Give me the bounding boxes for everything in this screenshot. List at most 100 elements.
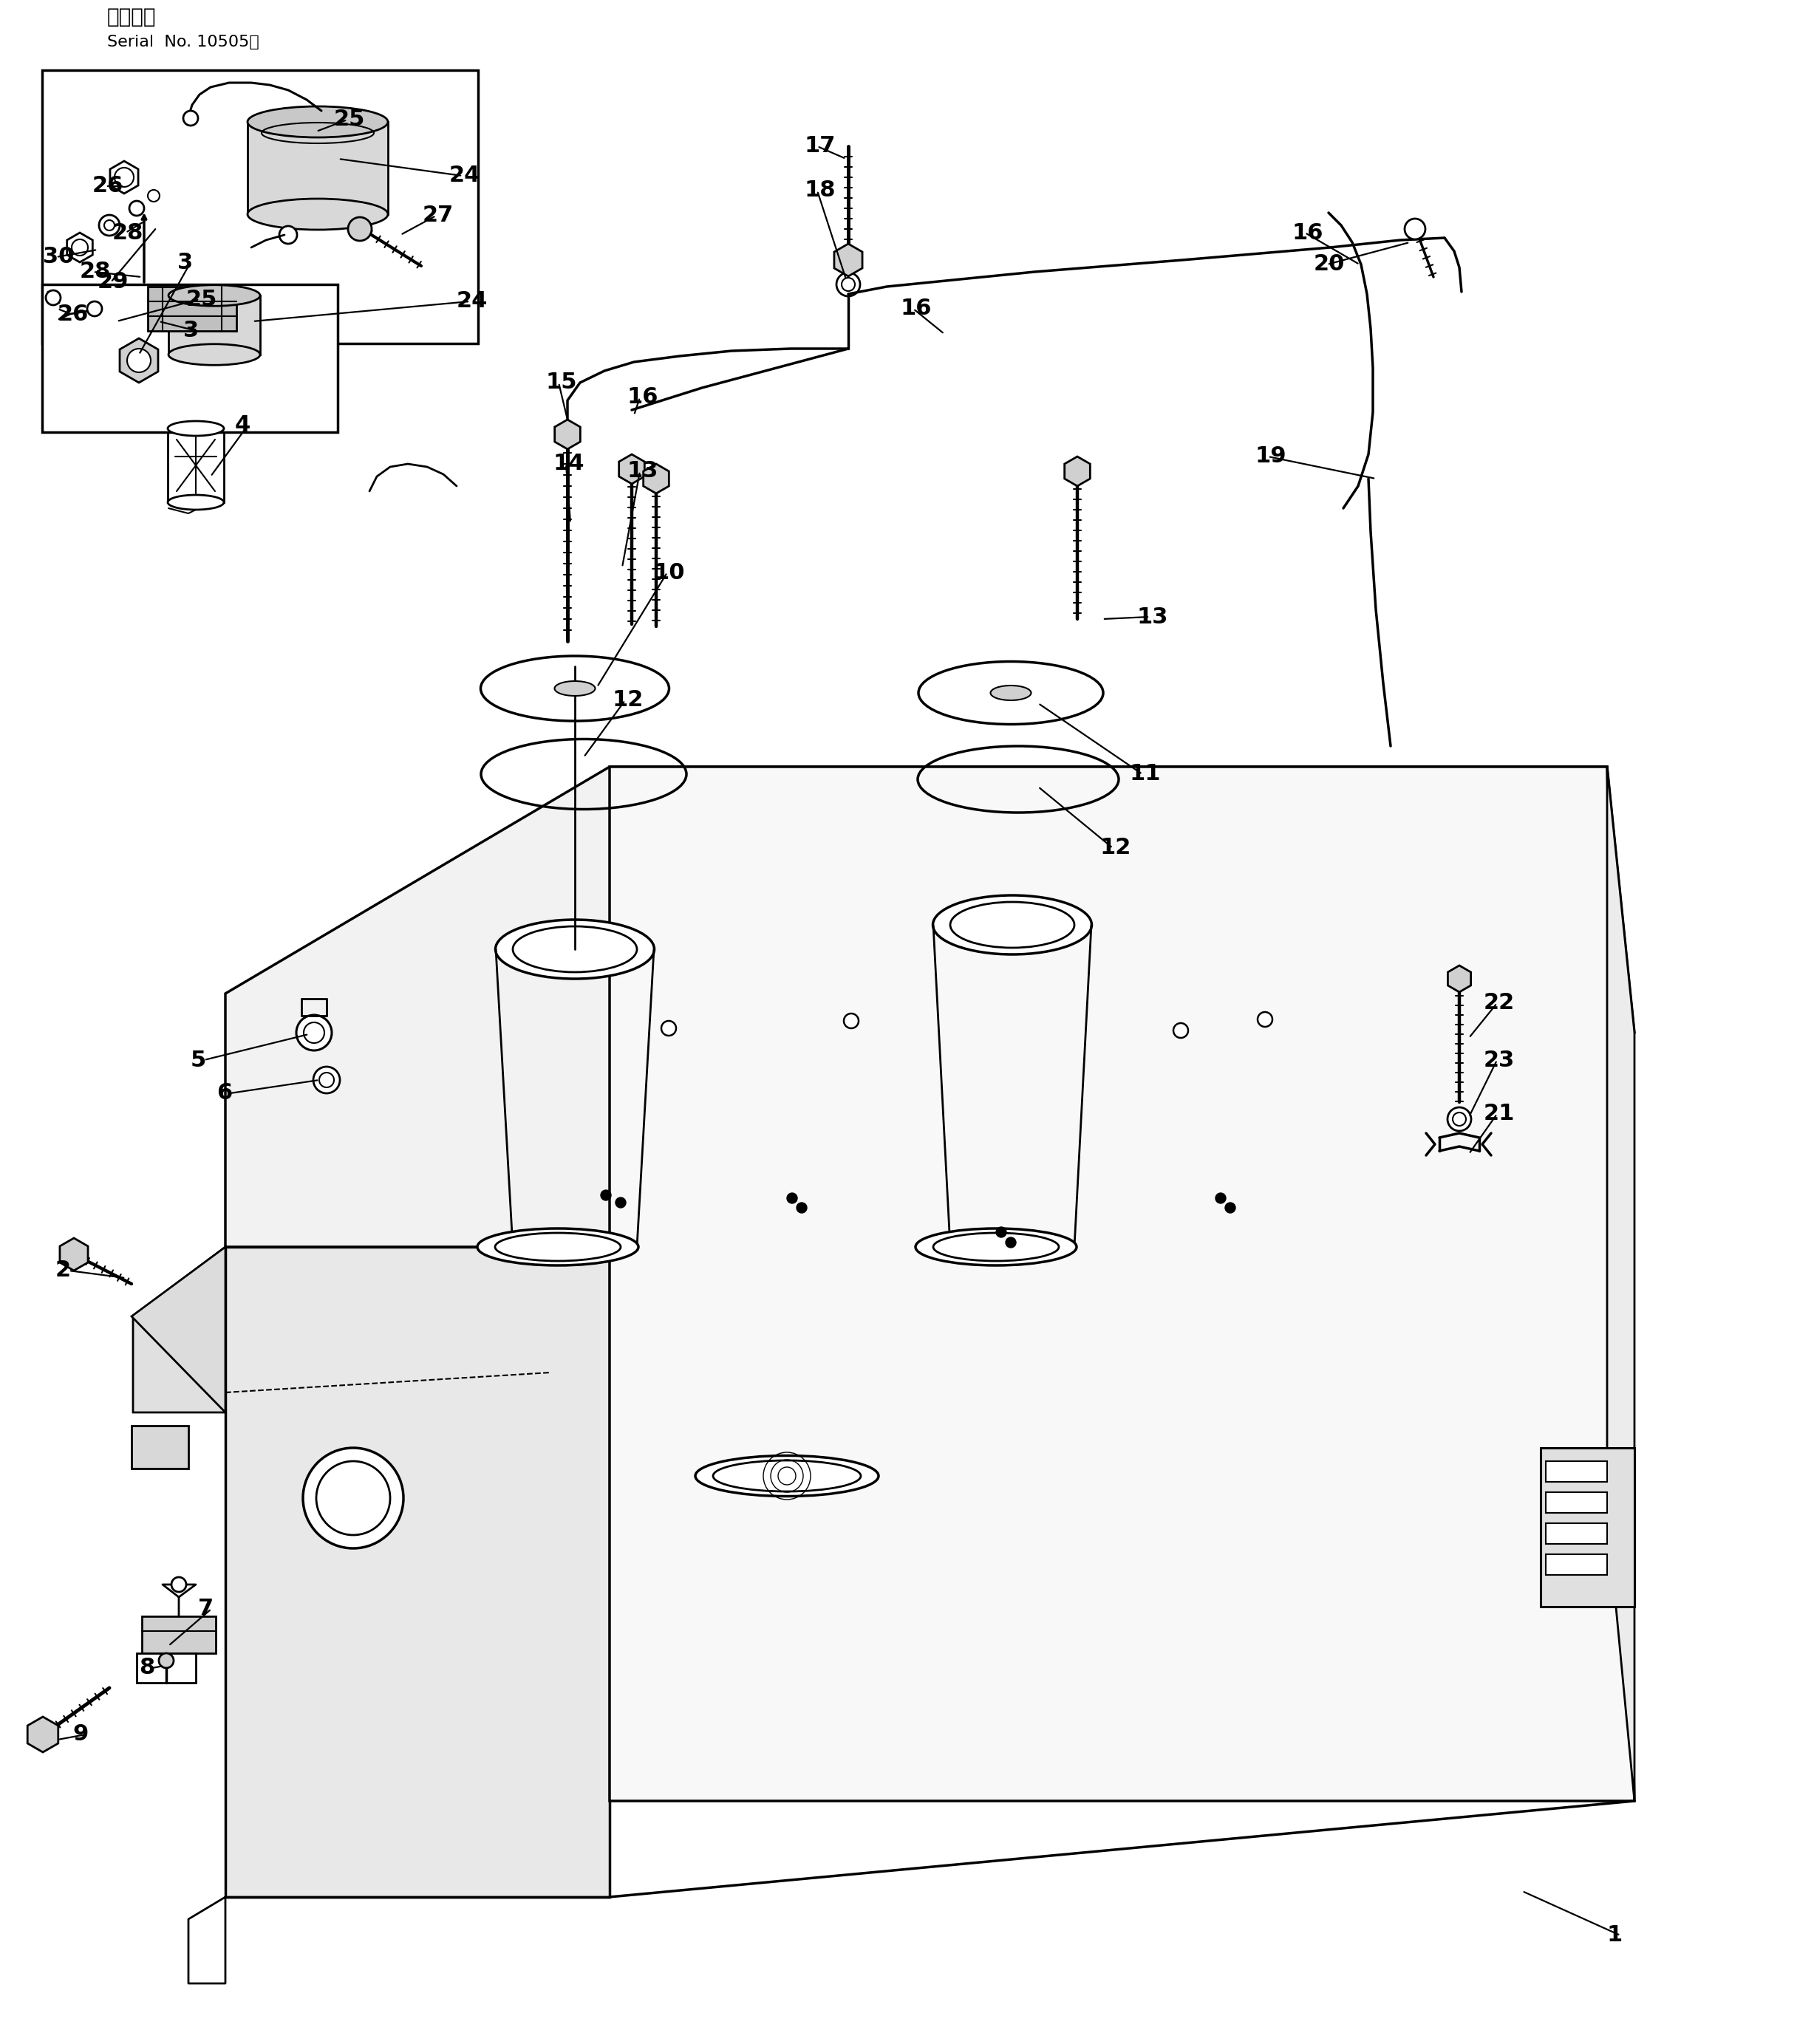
Circle shape [87,300,102,317]
Ellipse shape [695,1455,878,1496]
Polygon shape [247,123,388,215]
Text: 17: 17 [804,135,834,157]
Text: 8: 8 [140,1658,154,1678]
Text: 1: 1 [1607,1925,1624,1946]
Ellipse shape [247,106,388,137]
Text: 7: 7 [198,1598,214,1619]
Text: 3: 3 [183,321,200,341]
Circle shape [303,1447,403,1547]
Circle shape [279,227,297,243]
Ellipse shape [951,901,1074,948]
Text: 12: 12 [1099,838,1130,858]
Circle shape [147,190,160,202]
Text: 2: 2 [56,1259,71,1282]
Circle shape [160,1654,174,1668]
Text: 26: 26 [58,303,89,325]
Text: 29: 29 [98,272,129,292]
Polygon shape [136,1654,196,1682]
Ellipse shape [990,685,1030,701]
Text: 13: 13 [1136,607,1168,628]
Polygon shape [1546,1553,1607,1576]
Text: 26: 26 [93,176,123,196]
Ellipse shape [481,656,669,722]
Ellipse shape [495,920,655,979]
Text: 16: 16 [1292,223,1322,243]
Text: 4: 4 [236,415,250,435]
Circle shape [796,1202,807,1212]
Circle shape [129,200,143,217]
Polygon shape [1546,1523,1607,1543]
Circle shape [662,1020,677,1036]
Text: 25: 25 [334,108,365,131]
Ellipse shape [932,895,1092,955]
Text: 27: 27 [423,204,454,227]
Circle shape [319,1073,334,1087]
Text: 11: 11 [1128,764,1161,785]
Polygon shape [1540,1447,1634,1607]
Text: 25: 25 [187,288,218,311]
Ellipse shape [169,284,259,307]
Ellipse shape [247,198,388,229]
Text: 3: 3 [178,251,192,274]
Text: 15: 15 [546,372,577,392]
Text: 6: 6 [216,1083,232,1104]
Circle shape [296,1016,332,1051]
Polygon shape [1607,766,1634,1801]
Circle shape [1257,1012,1272,1026]
Bar [147,286,236,331]
Circle shape [348,217,372,241]
Text: 24: 24 [457,290,488,313]
Circle shape [844,1014,858,1028]
Ellipse shape [513,926,637,973]
Circle shape [183,110,198,125]
Circle shape [1448,1108,1471,1130]
Circle shape [127,350,151,372]
Circle shape [303,1022,325,1042]
Circle shape [1453,1112,1466,1126]
Text: 10: 10 [653,562,686,583]
Circle shape [103,221,114,231]
Ellipse shape [916,1228,1076,1265]
Circle shape [1174,1024,1188,1038]
Text: 16: 16 [626,386,658,409]
Ellipse shape [495,1233,620,1261]
Ellipse shape [918,662,1103,724]
Circle shape [100,215,120,235]
Text: 23: 23 [1484,1049,1515,1071]
Circle shape [1005,1237,1016,1247]
Circle shape [73,239,87,256]
Text: 19: 19 [1255,446,1286,468]
Text: 12: 12 [611,689,644,711]
Text: 30: 30 [44,247,74,268]
Text: 28: 28 [80,262,111,282]
Circle shape [600,1190,611,1200]
Text: 24: 24 [450,166,481,186]
Polygon shape [132,1247,225,1412]
Text: Serial  No. 10505〜: Serial No. 10505〜 [107,35,259,49]
Circle shape [836,272,860,296]
Polygon shape [610,766,1634,1801]
Circle shape [172,1578,187,1592]
Bar [42,69,479,343]
Ellipse shape [167,495,223,509]
Polygon shape [132,1247,225,1412]
Circle shape [787,1194,798,1204]
Circle shape [45,290,60,305]
Circle shape [1404,219,1426,239]
Text: 14: 14 [553,454,584,474]
Ellipse shape [713,1459,862,1492]
Text: 9: 9 [73,1723,89,1746]
Polygon shape [132,1427,189,1468]
Ellipse shape [167,421,223,435]
Circle shape [1224,1202,1235,1212]
Text: 28: 28 [112,223,143,243]
Circle shape [114,168,134,186]
Circle shape [1215,1194,1226,1204]
Polygon shape [225,766,1634,1247]
Text: 18: 18 [804,180,834,200]
Ellipse shape [169,343,259,366]
Circle shape [314,1067,339,1094]
Polygon shape [141,1617,216,1654]
Text: 21: 21 [1484,1104,1515,1124]
Polygon shape [1546,1492,1607,1513]
